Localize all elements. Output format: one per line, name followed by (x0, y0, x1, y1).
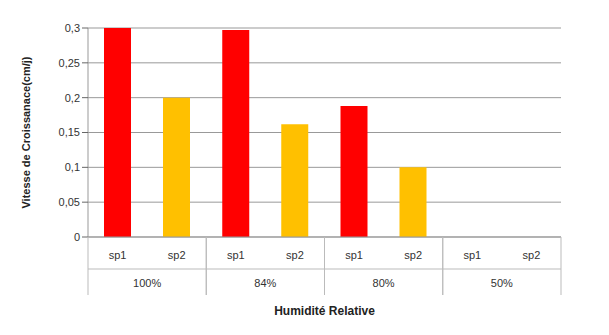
svg-text:sp1: sp1 (227, 249, 245, 261)
svg-text:sp2: sp2 (286, 249, 304, 261)
svg-text:84%: 84% (254, 277, 276, 289)
svg-text:0,05: 0,05 (59, 196, 80, 208)
svg-text:sp2: sp2 (168, 249, 186, 261)
svg-text:Humidité Relative: Humidité Relative (274, 304, 375, 318)
svg-text:Vitesse de Croissanace(cm/j): Vitesse de Croissanace(cm/j) (20, 56, 32, 208)
svg-text:sp1: sp1 (463, 249, 481, 261)
svg-text:0,15: 0,15 (59, 126, 80, 138)
svg-text:0,1: 0,1 (65, 161, 80, 173)
svg-text:sp2: sp2 (523, 249, 541, 261)
svg-text:50%: 50% (491, 277, 513, 289)
svg-text:sp1: sp1 (109, 249, 127, 261)
svg-text:0,3: 0,3 (65, 22, 80, 34)
svg-text:0,2: 0,2 (65, 92, 80, 104)
svg-text:sp2: sp2 (404, 249, 422, 261)
svg-text:0: 0 (74, 231, 80, 243)
svg-text:sp1: sp1 (345, 249, 363, 261)
svg-text:0,25: 0,25 (59, 57, 80, 69)
svg-text:80%: 80% (373, 277, 395, 289)
svg-text:100%: 100% (133, 277, 161, 289)
